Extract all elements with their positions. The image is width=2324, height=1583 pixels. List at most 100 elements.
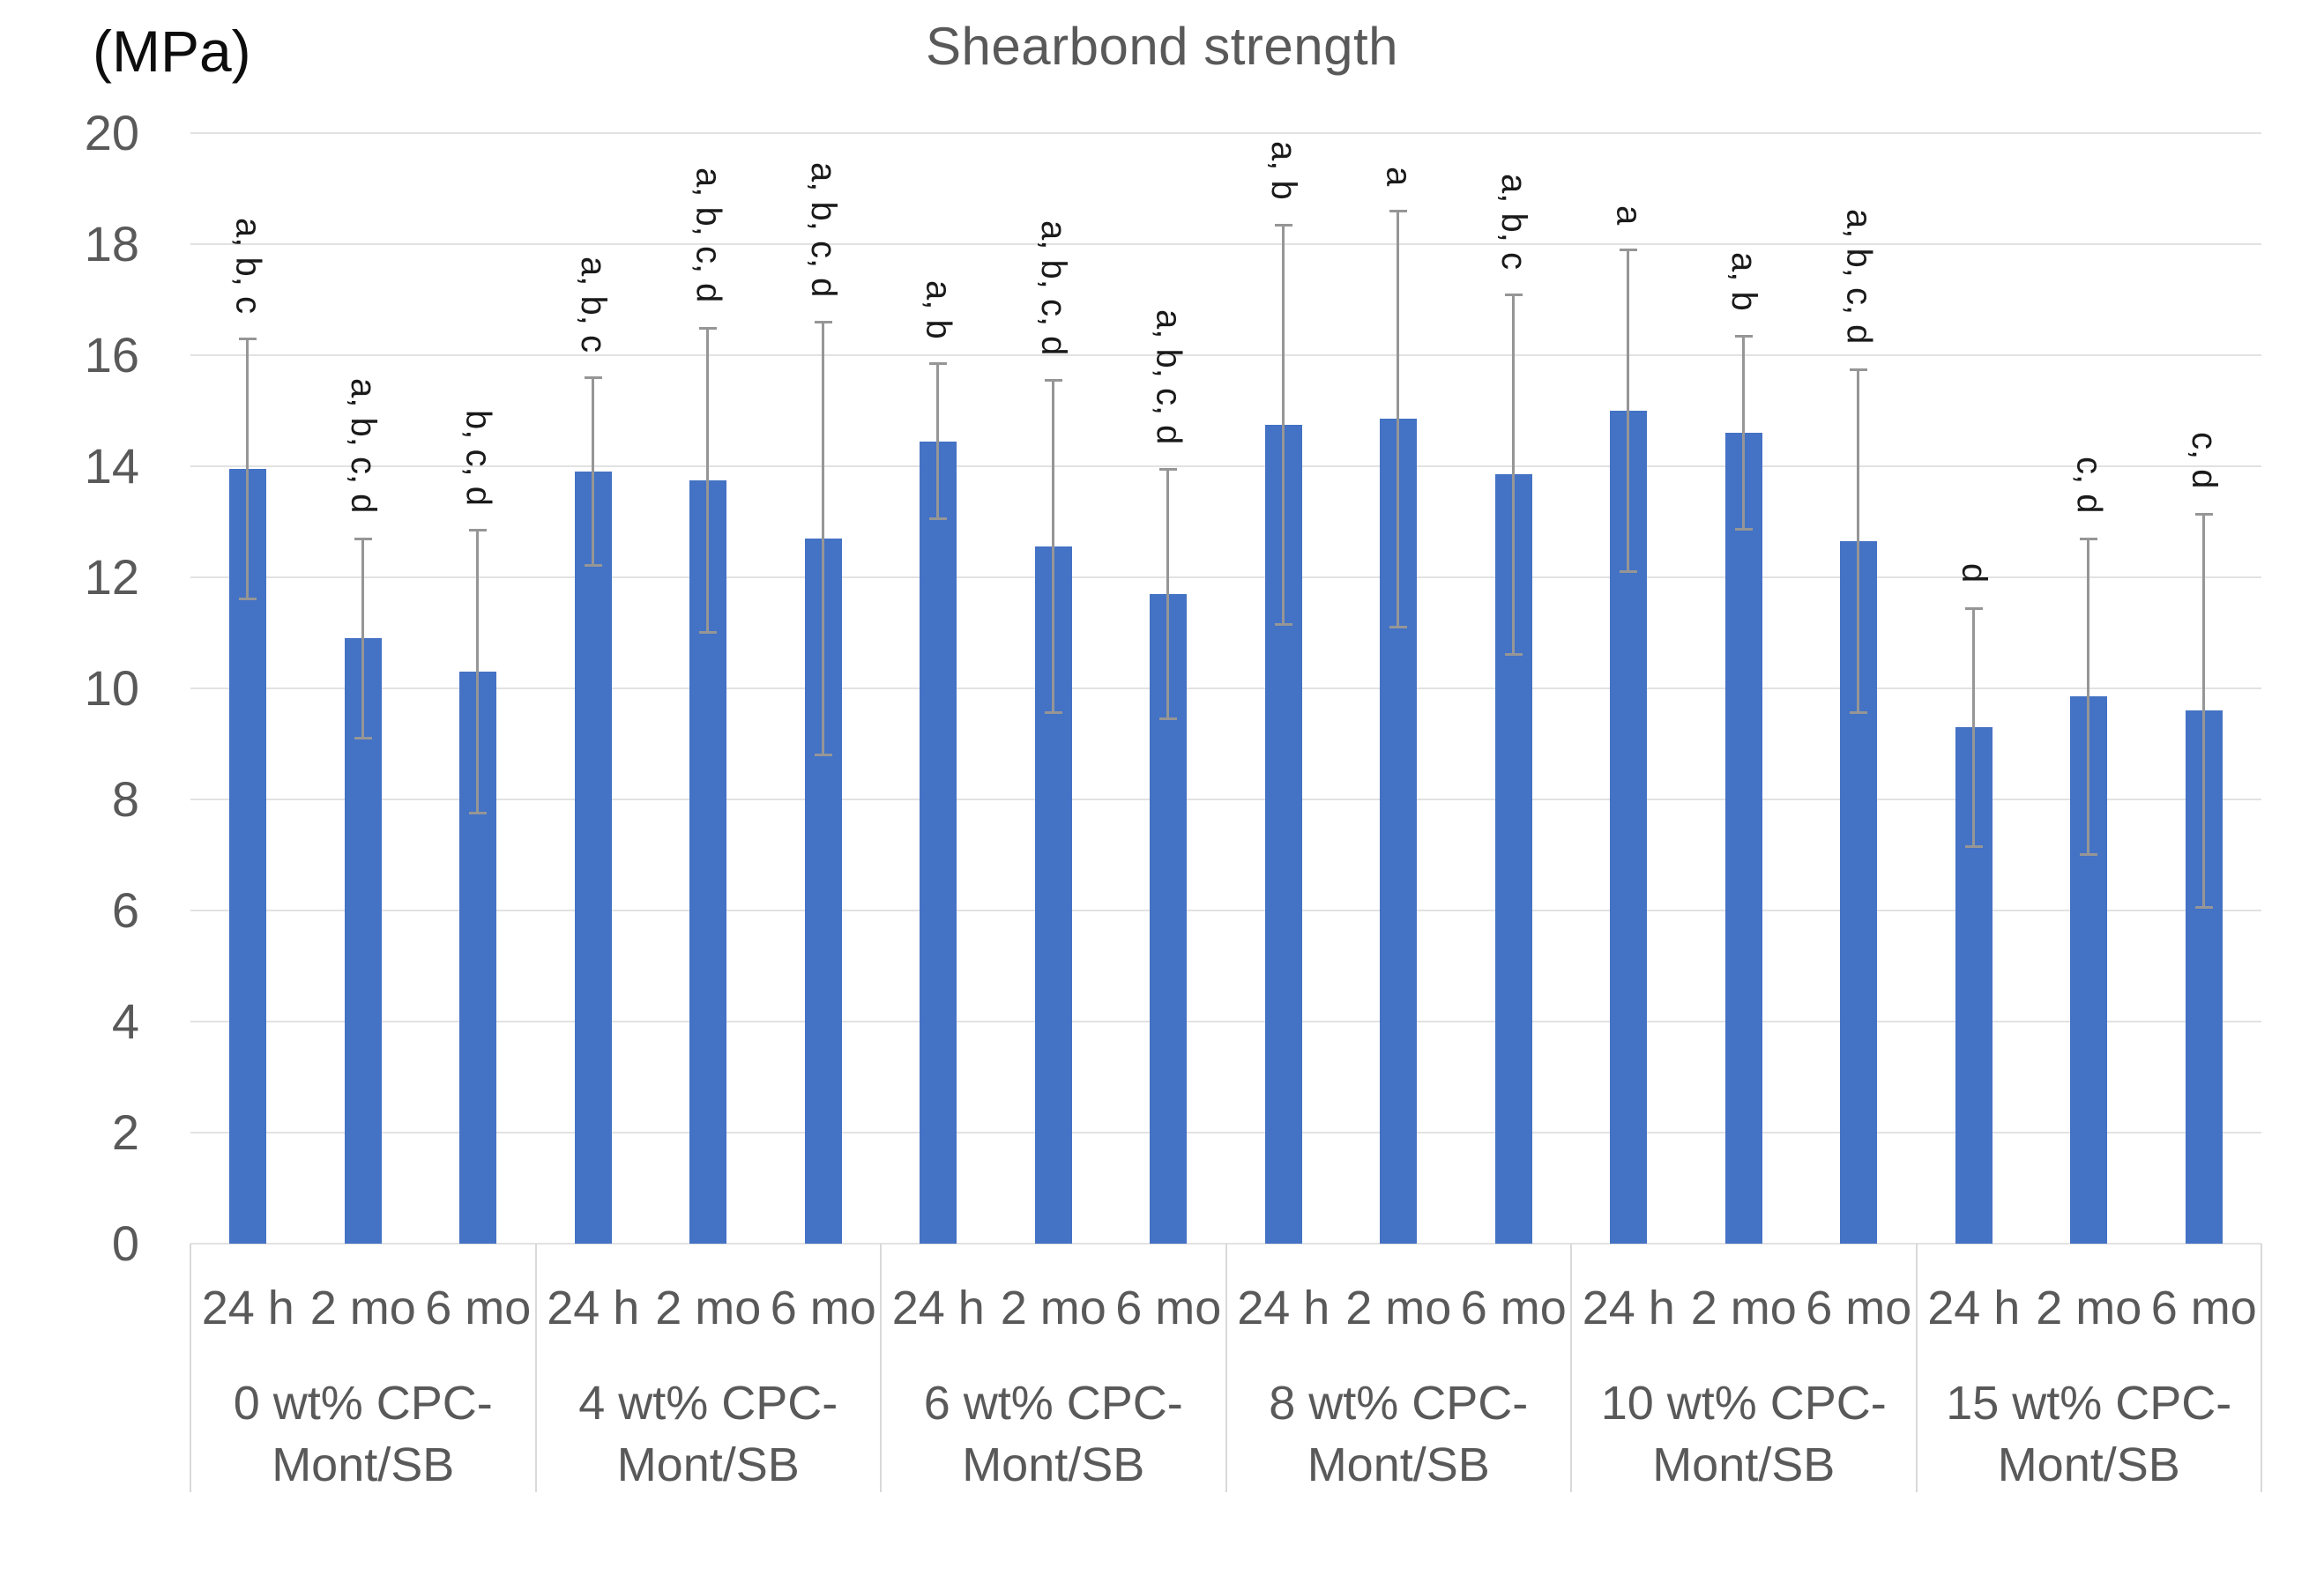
error-bar-cap-bottom bbox=[929, 517, 948, 520]
y-tick-label: 14 bbox=[84, 438, 139, 494]
error-bar-cap-bottom bbox=[1159, 717, 1178, 720]
x-axis-time-label: 6 mo bbox=[1460, 1282, 1567, 1334]
error-bar bbox=[936, 363, 940, 519]
error-bar-cap-top bbox=[584, 376, 602, 380]
significance-label: a bbox=[1379, 166, 1419, 187]
gridline bbox=[190, 465, 2261, 467]
x-axis-time-label: 6 mo bbox=[770, 1282, 876, 1334]
error-bar bbox=[246, 338, 250, 600]
x-axis-time-label: 2 mo bbox=[655, 1282, 762, 1334]
error-bar bbox=[1166, 469, 1170, 719]
gridline bbox=[190, 132, 2261, 134]
significance-label: d bbox=[1954, 563, 1993, 583]
y-tick-label: 0 bbox=[111, 1215, 139, 1271]
y-axis-unit-label: (MPa) bbox=[93, 19, 251, 84]
significance-label: a bbox=[1609, 205, 1649, 226]
error-bar bbox=[361, 538, 364, 739]
x-axis-time-label: 24 h bbox=[201, 1282, 294, 1334]
error-bar-cap-top bbox=[354, 537, 372, 540]
x-axis-time-label: 6 mo bbox=[425, 1282, 532, 1334]
error-bar-cap-bottom bbox=[814, 753, 832, 756]
error-bar-cap-bottom bbox=[1850, 711, 1868, 715]
group-separator bbox=[2261, 1244, 2262, 1492]
error-bar bbox=[1511, 294, 1515, 656]
error-bar bbox=[476, 530, 480, 814]
x-axis-group-label: Mont/SB bbox=[272, 1438, 455, 1491]
group-separator bbox=[1915, 1244, 1918, 1492]
x-axis-time-label: 2 mo bbox=[1690, 1282, 1797, 1334]
error-bar-cap-top bbox=[1504, 293, 1523, 296]
error-bar-cap-bottom bbox=[1734, 528, 1753, 531]
error-bar bbox=[1971, 607, 1975, 847]
x-axis-group-label: 15 wt% CPC- bbox=[1946, 1377, 2232, 1430]
significance-label: a, b bbox=[919, 279, 958, 339]
y-tick-label: 18 bbox=[84, 216, 139, 271]
error-bar bbox=[2201, 513, 2205, 908]
bar bbox=[1724, 433, 1762, 1244]
x-axis-group-label: Mont/SB bbox=[962, 1438, 1145, 1491]
error-bar-cap-bottom bbox=[1389, 625, 1408, 628]
x-axis-time-label: 24 h bbox=[547, 1282, 640, 1334]
x-axis-time-label: 2 mo bbox=[1000, 1282, 1106, 1334]
significance-label: a, b, c bbox=[228, 218, 268, 315]
bar bbox=[920, 441, 957, 1244]
bar bbox=[344, 638, 382, 1244]
x-axis-time-label: 24 h bbox=[1237, 1282, 1330, 1334]
error-bar-cap-bottom bbox=[354, 736, 372, 739]
group-separator bbox=[190, 1244, 191, 1492]
y-tick-label: 2 bbox=[111, 1104, 139, 1160]
error-bar-cap-bottom bbox=[1620, 569, 1638, 573]
error-bar-cap-top bbox=[1620, 249, 1638, 252]
error-bar-cap-top bbox=[469, 529, 488, 532]
y-tick-label: 4 bbox=[111, 993, 139, 1049]
group-separator bbox=[880, 1244, 882, 1492]
error-bar-cap-top bbox=[239, 338, 257, 341]
error-bar bbox=[1741, 335, 1745, 531]
significance-label: a, b bbox=[1724, 252, 1763, 311]
error-bar-cap-bottom bbox=[469, 811, 488, 814]
x-axis-group-label: 4 wt% CPC- bbox=[578, 1377, 838, 1430]
x-axis-group-label: Mont/SB bbox=[1652, 1438, 1836, 1491]
x-axis-time-label: 24 h bbox=[1582, 1282, 1675, 1334]
x-axis-group-label: 8 wt% CPC- bbox=[1269, 1377, 1529, 1430]
plot-area: a, b, c a, b, c, d b, c, d a, b, c a, b, c, … bbox=[190, 132, 2262, 1492]
x-axis-group-label: 0 wt% CPC- bbox=[233, 1377, 493, 1430]
error-bar-cap-top bbox=[1734, 334, 1753, 338]
error-bar-cap-bottom bbox=[1504, 653, 1523, 657]
x-axis-time-label: 24 h bbox=[1927, 1282, 2021, 1334]
error-bar-cap-bottom bbox=[2194, 905, 2213, 909]
significance-label: a, b, c, d bbox=[1033, 219, 1073, 356]
error-bar-cap-top bbox=[929, 362, 948, 366]
group-separator bbox=[534, 1244, 537, 1492]
error-bar bbox=[1281, 224, 1285, 625]
gridline bbox=[190, 243, 2261, 245]
significance-label: a, b, c, d bbox=[1149, 308, 1188, 445]
x-axis-group-label: Mont/SB bbox=[1307, 1438, 1490, 1491]
gridline bbox=[190, 910, 2261, 911]
error-bar bbox=[1051, 380, 1054, 714]
chart-title: Shearbond strength bbox=[925, 17, 1399, 76]
x-axis-time-label: 2 mo bbox=[2036, 1282, 2142, 1334]
x-axis-time-label: 24 h bbox=[891, 1282, 985, 1334]
error-bar-cap-bottom bbox=[1964, 844, 1983, 848]
error-bar-cap-top bbox=[1159, 468, 1178, 472]
x-axis-time-label: 2 mo bbox=[309, 1282, 416, 1334]
gridline bbox=[190, 354, 2261, 356]
error-bar bbox=[1857, 368, 1860, 714]
significance-label: c, d bbox=[2184, 432, 2223, 489]
error-bar-cap-bottom bbox=[1044, 711, 1062, 715]
x-axis-group-label: 6 wt% CPC- bbox=[923, 1377, 1183, 1430]
significance-label: c, d bbox=[2069, 457, 2109, 514]
error-bar-cap-bottom bbox=[239, 598, 257, 601]
gridline bbox=[190, 1021, 2261, 1022]
y-tick-label: 12 bbox=[84, 549, 139, 605]
bar bbox=[574, 472, 612, 1244]
significance-label: a, b, c, d bbox=[803, 161, 843, 298]
x-axis-group-label: Mont/SB bbox=[1997, 1438, 2180, 1491]
error-bar-cap-top bbox=[1850, 368, 1868, 371]
error-bar-cap-bottom bbox=[699, 631, 718, 634]
x-axis-time-label: 6 mo bbox=[1806, 1282, 1912, 1334]
y-tick-label: 6 bbox=[111, 882, 139, 938]
group-separator bbox=[1570, 1244, 1572, 1492]
significance-label: a, b, c, d bbox=[1839, 209, 1879, 345]
